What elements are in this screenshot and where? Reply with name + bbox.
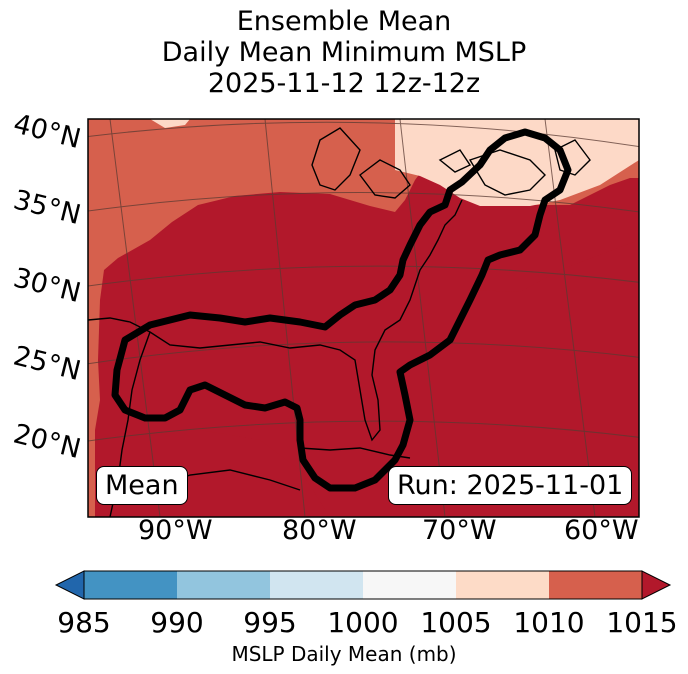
title-line-2: Daily Mean Minimum MSLP	[161, 37, 527, 68]
colorbar-bin-1010-1015	[549, 571, 642, 599]
run-date-box: Run: 2025-11-01	[388, 466, 633, 505]
colorbar-bin-985-990	[84, 571, 177, 599]
colorbar-extend-high	[641, 570, 672, 600]
graticule	[88, 119, 639, 517]
colorbar-bin-1000-1005	[363, 571, 456, 599]
contour-1010	[111, 128, 572, 492]
chart-title: Ensemble Mean Daily Mean Minimum MSLP 20…	[0, 6, 688, 99]
mean-box: Mean	[96, 466, 188, 505]
colorbar-tick-995: 995	[243, 606, 297, 639]
lon-label-70w: 70°W	[422, 515, 497, 546]
colorbar-tick-985: 985	[57, 606, 111, 639]
colorbar-tick-1015: 1015	[606, 606, 678, 639]
map-frame	[87, 118, 640, 518]
lon-label-80w: 80°W	[282, 515, 357, 546]
field-1000-1005-corner	[150, 119, 190, 128]
mslp-map	[87, 118, 640, 518]
colorbar-bin-995-1000	[270, 571, 363, 599]
colorbar-frame	[83, 570, 643, 600]
colorbar-tick-1000: 1000	[327, 606, 399, 639]
field-1010-1015-se	[400, 240, 639, 517]
colorbar-tick-1010: 1010	[513, 606, 585, 639]
colorbar-label: MSLP Daily Mean (mb)	[231, 642, 457, 666]
colorbar-tick-1005: 1005	[420, 606, 492, 639]
colorbar-bin-1005-1010	[456, 571, 549, 599]
colorbar-bin-990-995	[177, 571, 270, 599]
colorbar-tick-990: 990	[150, 606, 204, 639]
lon-label-60w: 60°W	[564, 515, 639, 546]
title-line-3: 2025-11-12 12z-12z	[207, 68, 481, 99]
colorbar-extend-low	[54, 570, 85, 600]
lon-label-90w: 90°W	[138, 515, 213, 546]
title-line-1: Ensemble Mean	[236, 6, 452, 37]
